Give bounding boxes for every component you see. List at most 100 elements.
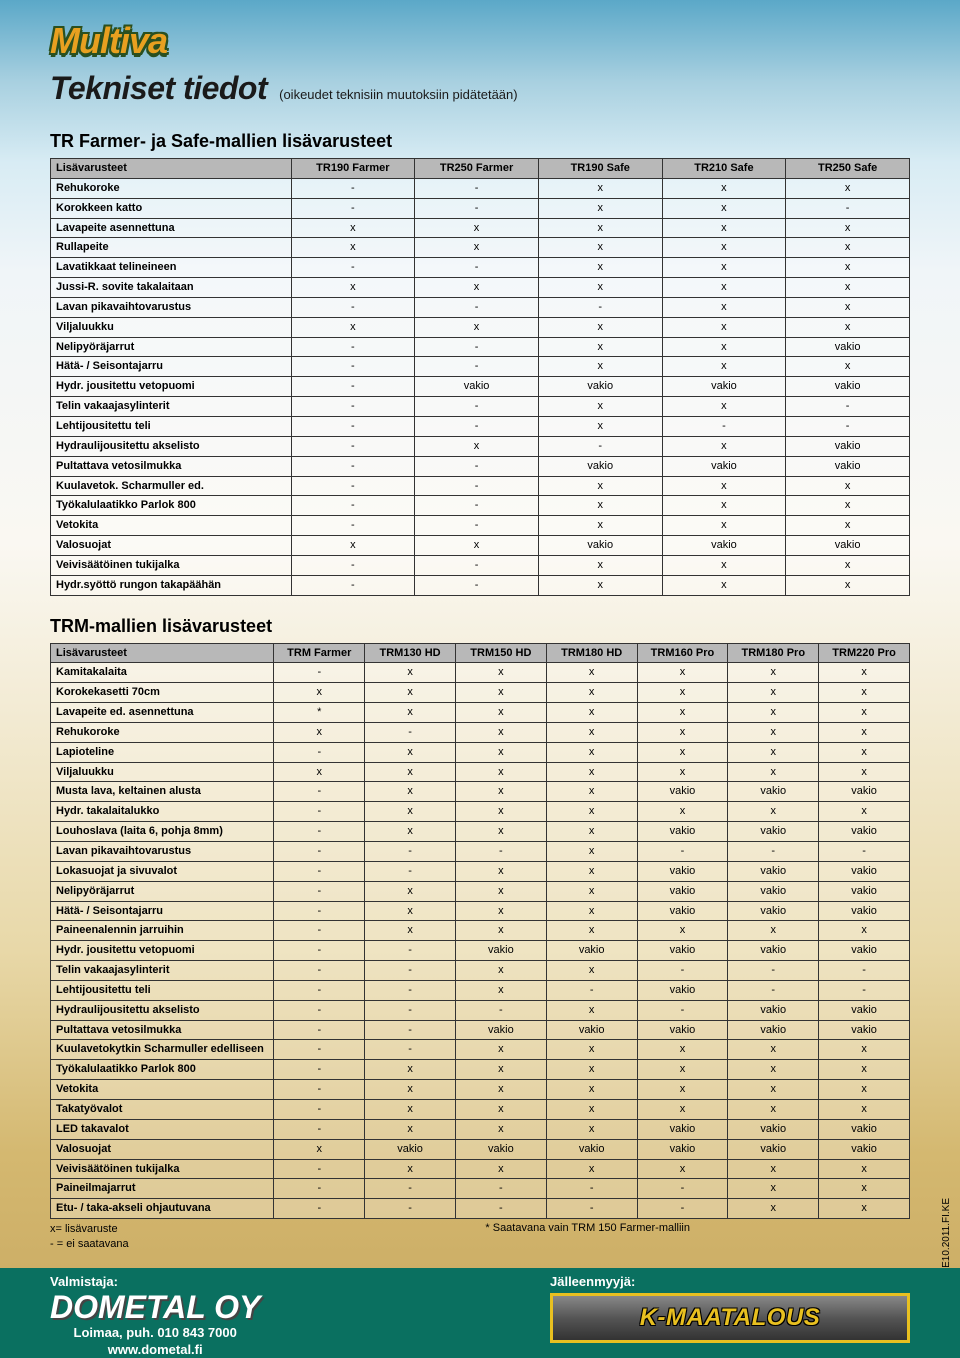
cell-value: - bbox=[415, 397, 539, 417]
cell-value: x bbox=[819, 802, 910, 822]
table-column-header: TRM Farmer bbox=[274, 643, 365, 663]
cell-value: x bbox=[728, 762, 819, 782]
row-label: Hydr.syöttö rungon takapäähän bbox=[51, 575, 292, 595]
table-row: Nelipyöräjarrut-xxxvakiovakiovakio bbox=[51, 881, 910, 901]
cell-value: x bbox=[637, 762, 728, 782]
cell-value: vakio bbox=[637, 1119, 728, 1139]
row-label: Hydraulijousitettu akselisto bbox=[51, 1000, 274, 1020]
row-label: Viljaluukku bbox=[51, 317, 292, 337]
cell-value: x bbox=[546, 802, 637, 822]
cell-value: x bbox=[415, 536, 539, 556]
maker-logo: DOMETAL OY bbox=[50, 1291, 260, 1323]
table-column-header: TR190 Farmer bbox=[291, 159, 415, 179]
dealer-logo-box: K-MAATALOUS bbox=[550, 1293, 910, 1343]
cell-value: x bbox=[538, 516, 662, 536]
row-label: Etu- / taka-akseli ohjautuvana bbox=[51, 1199, 274, 1219]
cell-value: - bbox=[415, 456, 539, 476]
cell-value: vakio bbox=[662, 536, 786, 556]
cell-value: x bbox=[538, 218, 662, 238]
cell-value: vakio bbox=[728, 1020, 819, 1040]
cell-value: - bbox=[365, 1199, 456, 1219]
cell-value: x bbox=[546, 782, 637, 802]
cell-value: x bbox=[662, 218, 786, 238]
cell-value: x bbox=[538, 575, 662, 595]
cell-value: x bbox=[365, 1159, 456, 1179]
cell-value: x bbox=[662, 436, 786, 456]
cell-value: x bbox=[365, 742, 456, 762]
cell-value: x bbox=[637, 802, 728, 822]
row-label: Työkalulaatikko Parlok 800 bbox=[51, 496, 292, 516]
table-row: Hydr.syöttö rungon takapäähän--xxx bbox=[51, 575, 910, 595]
cell-value: x bbox=[365, 901, 456, 921]
manufacturer-label: Valmistaja: bbox=[50, 1274, 260, 1289]
table-row: Paineenalennin jarruihin-xxxxxx bbox=[51, 921, 910, 941]
cell-value: - bbox=[274, 1199, 365, 1219]
cell-value: - bbox=[274, 1179, 365, 1199]
cell-value: x bbox=[455, 881, 546, 901]
cell-value: x bbox=[546, 1159, 637, 1179]
cell-value: - bbox=[415, 416, 539, 436]
cell-value: - bbox=[455, 842, 546, 862]
row-label: Lehtijousitettu teli bbox=[51, 416, 292, 436]
cell-value: x bbox=[415, 317, 539, 337]
cell-value: - bbox=[637, 1000, 728, 1020]
row-label: Paineilmajarrut bbox=[51, 1179, 274, 1199]
cell-value: x bbox=[546, 1119, 637, 1139]
cell-value: x bbox=[455, 961, 546, 981]
cell-value: x bbox=[728, 1179, 819, 1199]
cell-value: x bbox=[538, 357, 662, 377]
cell-value: vakio bbox=[728, 881, 819, 901]
row-label: Lapioteline bbox=[51, 742, 274, 762]
row-label: Kamitakalaita bbox=[51, 663, 274, 683]
cell-value: x bbox=[819, 762, 910, 782]
cell-value: - bbox=[415, 297, 539, 317]
cell-value: vakio bbox=[819, 1119, 910, 1139]
cell-value: x bbox=[455, 663, 546, 683]
cell-value: x bbox=[538, 278, 662, 298]
cell-value: - bbox=[365, 980, 456, 1000]
cell-value: vakio bbox=[538, 377, 662, 397]
row-label: Valosuojat bbox=[51, 1139, 274, 1159]
table-row: Lavapeite ed. asennettuna*xxxxxx bbox=[51, 703, 910, 723]
row-label: Lavatikkaat telineineen bbox=[51, 258, 292, 278]
cell-value: x bbox=[728, 1040, 819, 1060]
cell-value: - bbox=[637, 1179, 728, 1199]
cell-value: - bbox=[637, 1199, 728, 1219]
cell-value: - bbox=[274, 881, 365, 901]
cell-value: x bbox=[819, 1179, 910, 1199]
page-subtitle: (oikeudet teknisiin muutoksiin pidätetää… bbox=[279, 87, 517, 102]
table-header-label: Lisävarusteet bbox=[51, 643, 274, 663]
cell-value: x bbox=[637, 663, 728, 683]
cell-value: - bbox=[455, 1179, 546, 1199]
cell-value: x bbox=[291, 278, 415, 298]
cell-value: - bbox=[291, 397, 415, 417]
cell-value: x bbox=[455, 1099, 546, 1119]
spec-table-2: LisävarusteetTRM FarmerTRM130 HDTRM150 H… bbox=[50, 643, 910, 1219]
cell-value: - bbox=[415, 357, 539, 377]
cell-value: - bbox=[455, 1000, 546, 1020]
cell-value: x bbox=[538, 496, 662, 516]
cell-value: x bbox=[365, 703, 456, 723]
section1-title: TR Farmer- ja Safe-mallien lisävarusteet bbox=[50, 131, 910, 152]
cell-value: vakio bbox=[455, 1020, 546, 1040]
cell-value: - bbox=[291, 436, 415, 456]
row-label: Lavan pikavaihtovarustus bbox=[51, 297, 292, 317]
cell-value: - bbox=[291, 476, 415, 496]
cell-value: x bbox=[637, 703, 728, 723]
cell-value: x bbox=[455, 683, 546, 703]
table-row: Korokekasetti 70cmxxxxxxx bbox=[51, 683, 910, 703]
table-row: Lavan pikavaihtovarustus---xx bbox=[51, 297, 910, 317]
cell-value: x bbox=[455, 861, 546, 881]
cell-value: x bbox=[365, 921, 456, 941]
cell-value: x bbox=[662, 297, 786, 317]
table-column-header: TR250 Farmer bbox=[415, 159, 539, 179]
cell-value: x bbox=[538, 198, 662, 218]
cell-value: vakio bbox=[819, 1000, 910, 1020]
cell-value: x bbox=[546, 961, 637, 981]
table-row: Lavatikkaat telineineen--xxx bbox=[51, 258, 910, 278]
cell-value: vakio bbox=[819, 861, 910, 881]
spec-table-1: LisävarusteetTR190 FarmerTR250 FarmerTR1… bbox=[50, 158, 910, 596]
cell-value: x bbox=[455, 722, 546, 742]
table-column-header: TRM180 HD bbox=[546, 643, 637, 663]
cell-value: vakio bbox=[637, 881, 728, 901]
